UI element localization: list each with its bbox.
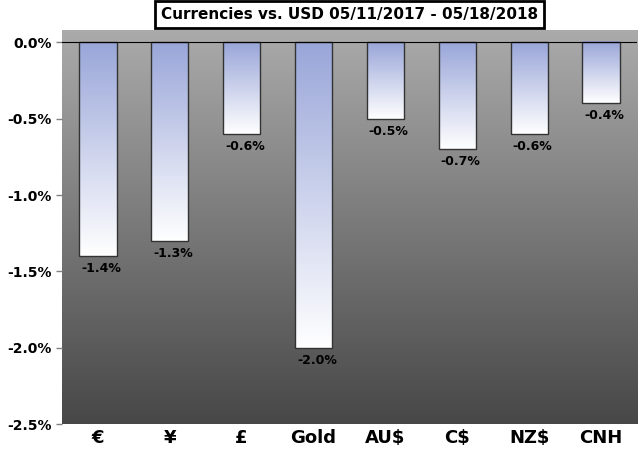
Bar	[439, 42, 476, 149]
Text: -0.6%: -0.6%	[225, 140, 265, 153]
Bar	[79, 42, 117, 256]
Bar	[511, 42, 548, 134]
Text: -1.4%: -1.4%	[81, 262, 121, 275]
Text: -0.7%: -0.7%	[440, 155, 480, 168]
Bar	[151, 42, 189, 241]
Text: -1.3%: -1.3%	[153, 247, 193, 260]
Text: -2.0%: -2.0%	[297, 354, 337, 367]
Bar	[366, 42, 404, 118]
Text: -0.5%: -0.5%	[369, 125, 409, 138]
Bar	[295, 42, 332, 348]
Text: -0.6%: -0.6%	[513, 140, 553, 153]
Bar	[582, 42, 620, 104]
Bar	[223, 42, 260, 134]
Title: Currencies vs. USD 05/11/2017 - 05/18/2018: Currencies vs. USD 05/11/2017 - 05/18/20…	[161, 7, 538, 22]
Text: -0.4%: -0.4%	[585, 109, 625, 123]
